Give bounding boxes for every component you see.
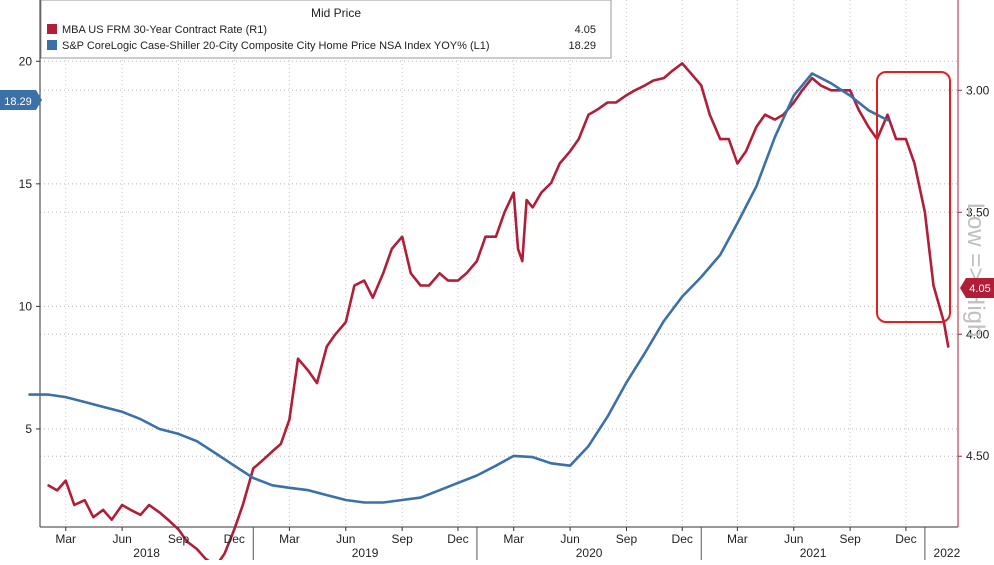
label-layer: 51015203.003.504.004.505.00MarJunSepDecM… bbox=[19, 54, 990, 560]
legend-value-home-price: 18.29 bbox=[568, 40, 596, 52]
year-label: 2019 bbox=[352, 546, 379, 560]
last-value-tags: 18.29 4.05 bbox=[0, 90, 994, 298]
month-tick-label: Sep bbox=[391, 532, 413, 546]
legend-header: Mid Price bbox=[311, 6, 361, 20]
axis-layer bbox=[36, 0, 962, 560]
right-tick-label: 3.00 bbox=[966, 83, 990, 97]
year-label: 2022 bbox=[934, 546, 961, 560]
year-label: 2020 bbox=[576, 546, 603, 560]
month-tick-label: Jun bbox=[784, 532, 803, 546]
month-tick-label: Mar bbox=[727, 532, 748, 546]
legend-label-home-price: S&P CoreLogic Case-Shiller 20-City Compo… bbox=[62, 40, 490, 52]
legend-swatch-mortgage-rate bbox=[47, 24, 57, 34]
left-tick-label: 15 bbox=[19, 177, 33, 191]
month-tick-label: Sep bbox=[839, 532, 861, 546]
month-tick-label: Sep bbox=[616, 532, 638, 546]
right-tick-label: 4.50 bbox=[966, 449, 990, 463]
month-tick-label: Mar bbox=[503, 532, 524, 546]
series-line-home-price bbox=[28, 72, 889, 504]
year-label: 2021 bbox=[800, 546, 827, 560]
legend-swatch-home-price bbox=[47, 40, 57, 50]
last-value-label-home-price: 18.29 bbox=[4, 96, 32, 108]
left-tick-label: 20 bbox=[19, 54, 33, 68]
right-tick-label: 4.00 bbox=[966, 327, 990, 341]
last-value-tag-mortgage-rate bbox=[960, 278, 994, 298]
month-tick-label: Jun bbox=[336, 532, 355, 546]
grid-layer bbox=[40, 0, 958, 527]
month-tick-label: Mar bbox=[279, 532, 300, 546]
month-tick-label: Jun bbox=[112, 532, 131, 546]
low-high-annotation: Low => High bbox=[962, 203, 989, 338]
month-tick-label: Dec bbox=[224, 532, 245, 546]
highlight-box bbox=[876, 71, 951, 323]
month-tick-label: Mar bbox=[55, 532, 76, 546]
month-tick-label: Sep bbox=[168, 532, 190, 546]
legend-label-mortgage-rate: MBA US FRM 30-Year Contract Rate (R1) bbox=[62, 24, 267, 36]
year-label: 2018 bbox=[133, 546, 160, 560]
series-layer bbox=[28, 62, 950, 565]
month-tick-label: Dec bbox=[672, 532, 693, 546]
month-tick-label: Dec bbox=[447, 532, 468, 546]
left-tick-label: 10 bbox=[19, 299, 33, 313]
legend-value-mortgage-rate: 4.05 bbox=[575, 24, 596, 36]
last-value-label-mortgage-rate: 4.05 bbox=[969, 283, 990, 295]
last-value-tag-home-price bbox=[0, 90, 42, 110]
left-tick-label: 5 bbox=[25, 422, 32, 436]
month-tick-label: Jun bbox=[560, 532, 579, 546]
right-tick-label: 3.50 bbox=[966, 205, 990, 219]
legend: Mid Price MBA US FRM 30-Year Contract Ra… bbox=[40, 0, 612, 59]
legend-box bbox=[40, 0, 612, 59]
month-tick-label: Dec bbox=[895, 532, 916, 546]
series-line-mortgage-rate bbox=[47, 62, 950, 565]
